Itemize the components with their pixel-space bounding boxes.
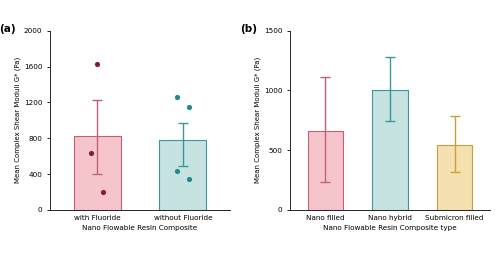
X-axis label: Nano Flowable Resin Composite: Nano Flowable Resin Composite — [82, 225, 198, 231]
Bar — [372, 90, 408, 210]
Bar — [437, 145, 472, 210]
Bar — [308, 131, 343, 210]
Text: (b): (b) — [240, 24, 257, 34]
X-axis label: Nano Flowable Resin Composite type: Nano Flowable Resin Composite type — [323, 225, 457, 231]
Point — [173, 169, 181, 174]
Point — [173, 95, 181, 99]
Y-axis label: Mean Complex Shear Moduli G* (Pa): Mean Complex Shear Moduli G* (Pa) — [14, 57, 21, 184]
Y-axis label: Mean Complex Shear Moduli G* (Pa): Mean Complex Shear Moduli G* (Pa) — [254, 57, 261, 184]
Bar — [160, 140, 206, 210]
Text: (a): (a) — [0, 24, 16, 34]
Point — [185, 105, 193, 109]
Point — [99, 190, 107, 194]
Bar — [74, 136, 120, 210]
Point — [93, 62, 101, 66]
Point — [87, 151, 95, 155]
Point — [185, 177, 193, 181]
